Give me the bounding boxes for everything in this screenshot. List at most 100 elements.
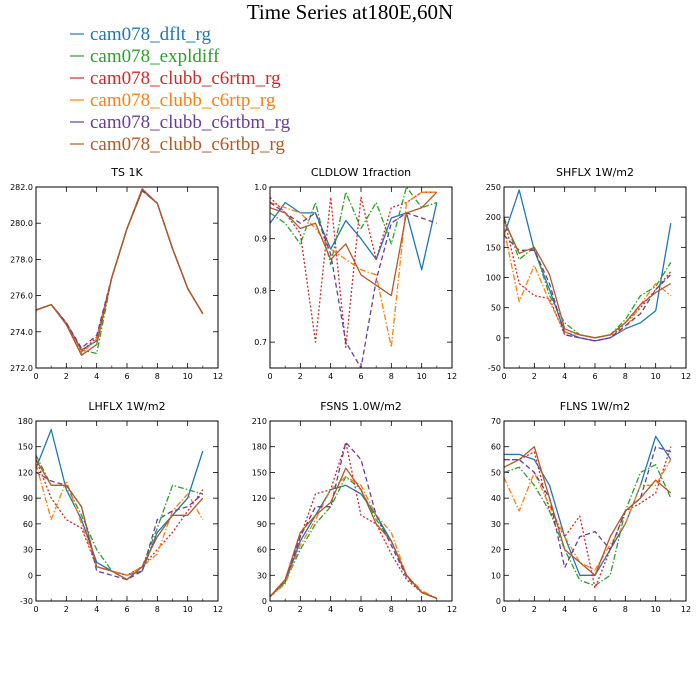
series-line (504, 446, 672, 576)
y-tick-label: 0 (262, 597, 267, 606)
legend: cam078_dflt_rgcam078_expldiffcam078_club… (70, 24, 291, 155)
y-tick-label: 10 (491, 571, 501, 580)
panel-title: LHFLX 1W/m2 (88, 400, 165, 413)
y-tick-label: 30 (491, 520, 501, 529)
x-tick-label: 8 (389, 605, 394, 614)
y-tick-label: 150 (18, 443, 33, 452)
x-tick-label: 10 (183, 372, 193, 381)
x-tick-label: 4 (94, 605, 99, 614)
legend-label: cam078_clubb_c6rtbp_rg (90, 134, 285, 155)
y-tick-label: 90 (257, 520, 267, 529)
y-tick-label: 210 (252, 417, 267, 426)
series-line (270, 191, 438, 297)
y-tick-label: 282.0 (10, 183, 33, 192)
chart-panel: FLNS 1W/m2 0 2 4 6 8 10 12 0 10 20 30 40 50 60 70 (491, 400, 691, 614)
series-group (36, 188, 204, 356)
x-tick-label: 10 (651, 605, 661, 614)
x-tick-label: 0 (501, 372, 506, 381)
y-tick-label: 278.0 (10, 255, 33, 264)
series-line (504, 189, 672, 342)
x-tick-label: 0 (267, 372, 272, 381)
y-tick-label: 276.0 (10, 292, 33, 301)
series-line (504, 219, 672, 339)
y-tick-label: 30 (23, 546, 33, 555)
series-line (36, 188, 204, 355)
plot-frame (269, 186, 453, 369)
y-tick-label: 0 (496, 334, 501, 343)
x-tick-label: 0 (501, 605, 506, 614)
y-tick-label: 60 (257, 546, 267, 555)
y-tick-label: 90 (23, 494, 33, 503)
x-tick-label: 2 (532, 605, 537, 614)
series-line (504, 435, 672, 576)
series-line (36, 189, 204, 355)
x-tick-label: 4 (562, 605, 567, 614)
series-group (36, 428, 204, 581)
y-tick-label: 100 (486, 274, 501, 283)
series-line (504, 464, 672, 587)
legend-entry: cam078_dflt_rg (70, 24, 212, 45)
x-tick-label: 10 (417, 605, 427, 614)
y-tick-label: 200 (486, 213, 501, 222)
x-tick-label: 8 (623, 605, 628, 614)
y-tick-label: 0 (496, 597, 501, 606)
y-tick-label: 180 (252, 443, 267, 452)
y-tick-label: 70 (491, 417, 501, 426)
x-tick-label: 10 (417, 372, 427, 381)
legend-label: cam078_clubb_c6rtbm_rg (90, 112, 291, 133)
x-tick-label: 12 (213, 372, 223, 381)
x-tick-label: 6 (124, 605, 129, 614)
y-tick-label: 1.0 (254, 183, 267, 192)
x-tick-label: 2 (64, 605, 69, 614)
x-tick-label: 10 (183, 605, 193, 614)
legend-entry: cam078_clubb_c6rtp_rg (70, 90, 276, 111)
series-group (504, 435, 672, 589)
x-tick-label: 8 (389, 372, 394, 381)
x-tick-label: 6 (592, 605, 597, 614)
x-tick-label: 4 (328, 372, 333, 381)
series-line (504, 446, 672, 569)
panel-title: CLDLOW 1fraction (311, 166, 411, 179)
panel-title: FSNS 1.0W/m2 (320, 400, 402, 413)
x-tick-label: 12 (447, 372, 457, 381)
y-tick-label: -30 (20, 597, 33, 606)
legend-entry: cam078_expldiff (70, 46, 220, 67)
y-tick-label: 60 (491, 443, 501, 452)
y-tick-label: 0.8 (254, 286, 267, 295)
x-tick-label: 6 (358, 372, 363, 381)
y-tick-label: 0.9 (254, 235, 267, 244)
y-tick-label: 30 (257, 571, 267, 580)
y-tick-label: 150 (252, 468, 267, 477)
x-tick-label: 8 (155, 372, 160, 381)
series-group (270, 187, 438, 368)
plot-frame (503, 420, 687, 602)
legend-entry: cam078_clubb_c6rtm_rg (70, 68, 281, 89)
series-line (36, 189, 204, 351)
series-line (36, 428, 204, 576)
plot-frame (35, 420, 219, 602)
series-line (36, 189, 204, 349)
legend-label: cam078_dflt_rg (90, 24, 212, 45)
y-tick-label: 0.7 (254, 338, 267, 347)
x-tick-label: 12 (681, 372, 691, 381)
series-line (504, 217, 672, 342)
y-tick-label: 272.0 (10, 364, 33, 373)
figure-title: Time Series at180E,60N (247, 0, 453, 24)
series-line (36, 463, 204, 576)
x-tick-label: 2 (298, 372, 303, 381)
series-line (36, 471, 204, 581)
x-tick-label: 2 (64, 372, 69, 381)
series-line (36, 459, 204, 576)
panel-title: SHFLX 1W/m2 (556, 166, 634, 179)
x-tick-label: 4 (328, 605, 333, 614)
y-tick-label: 60 (23, 520, 33, 529)
series-line (504, 229, 672, 339)
series-line (270, 201, 438, 368)
series-line (270, 476, 438, 600)
x-tick-label: 0 (267, 605, 272, 614)
x-tick-label: 10 (651, 372, 661, 381)
plot-frame (35, 186, 219, 369)
